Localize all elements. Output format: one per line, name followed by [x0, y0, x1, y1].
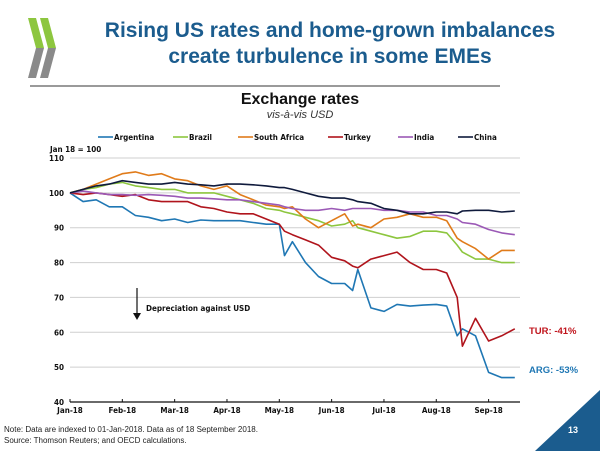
slide-title: Rising US rates and home-grown imbalance…: [60, 18, 600, 70]
slide-title-line2: create turbulence in some EMEs: [168, 45, 492, 68]
logo-chevron-left-top: [28, 18, 44, 48]
logo-chevron-right-bottom: [40, 48, 56, 78]
logo-chevron-left-bottom: [28, 48, 44, 78]
series-line-argentina: [69, 192, 515, 379]
x-tick-label: Sep-18: [474, 406, 502, 415]
logo-chevron-right-top: [40, 18, 56, 48]
corner-shape: [535, 390, 600, 451]
title-divider: [30, 85, 500, 87]
legend-label: Brazil: [189, 133, 212, 142]
series-line-india: [69, 190, 515, 236]
legend-label: China: [474, 133, 497, 142]
x-tick-label: Apr-18: [213, 406, 240, 415]
footnote: Note: Data are indexed to 01-Jan-2018. D…: [4, 424, 258, 446]
x-tick-label: Feb-18: [109, 406, 137, 415]
annotation-text: Depreciation against USD: [146, 304, 250, 313]
legend-label: South Africa: [254, 133, 304, 142]
legend-label: Argentina: [114, 133, 154, 142]
y-tick-label: 70: [54, 293, 64, 302]
x-tick-label: Jul-18: [371, 406, 395, 415]
end-label-argentina: ARG: -53%: [529, 365, 579, 376]
series-line-south-africa: [69, 171, 515, 260]
source-text: Source: Thomson Reuters; and OECD calcul…: [4, 436, 187, 445]
series-line-brazil: [69, 181, 515, 264]
x-tick-label: Aug-18: [422, 406, 451, 415]
y-tick-label: 100: [49, 189, 64, 198]
x-tick-label: Mar-18: [160, 406, 189, 415]
series-line-turkey: [69, 192, 516, 348]
y-tick-label: 40: [54, 398, 64, 407]
note-text: Note: Data are indexed to 01-Jan-2018. D…: [4, 425, 258, 434]
oecd-chevron-logo: [28, 18, 56, 78]
depreciation-arrow-head: [133, 313, 141, 320]
page-number: 13: [568, 425, 579, 435]
chart-subtitle: vis-à-vis USD: [266, 109, 334, 121]
legend-label: Turkey: [344, 133, 371, 142]
x-tick-label: Jun-18: [318, 406, 345, 415]
y-tick-label: 90: [54, 224, 64, 233]
end-label-turkey: TUR: -41%: [529, 326, 577, 337]
x-tick-label: May-18: [265, 406, 294, 415]
y-tick-label: 60: [54, 328, 64, 337]
slide-title-line1: Rising US rates and home-grown imbalance…: [104, 19, 556, 42]
chart-title: Exchange rates: [240, 91, 360, 108]
legend-label: India: [414, 133, 434, 142]
y-tick-label: 50: [54, 363, 64, 372]
y-axis-label: Jan 18 = 100: [49, 145, 101, 154]
series-line-china: [69, 179, 515, 215]
y-tick-label: 80: [54, 259, 64, 268]
x-tick-label: Jan-18: [56, 406, 83, 415]
y-tick-label: 110: [49, 154, 64, 163]
